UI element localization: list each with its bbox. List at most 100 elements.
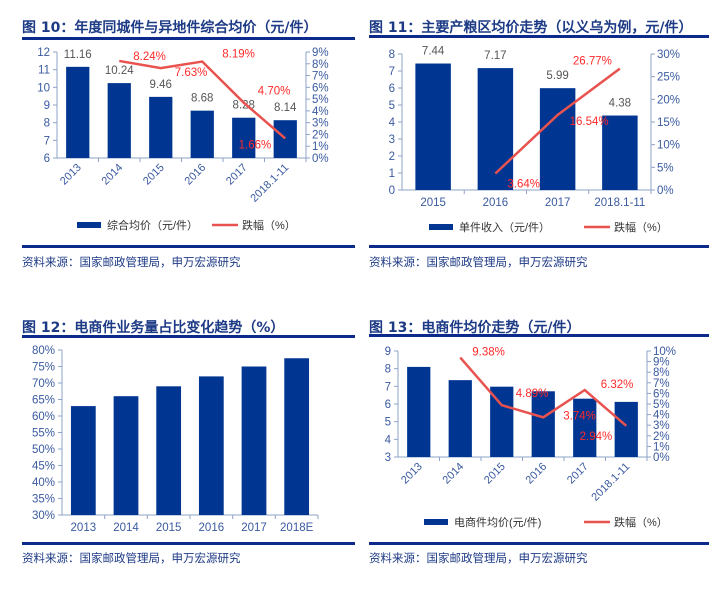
bar (198, 376, 224, 515)
x-tick-label: 2018.1-11 (594, 197, 645, 209)
line-series (459, 356, 628, 427)
line-value-label: 2.94% (580, 431, 613, 443)
y-tick-label: 7 (389, 66, 395, 78)
source-text: 资料来源：国家邮政管理局，申万宏源研究 (369, 551, 588, 565)
y-tick-label: 55% (32, 428, 55, 440)
chart-panel-13: 图 13：电商件均价走势（元/件） 3 4 5 6 7 8 9 0% 1% 2% 3% 4% 5% 6% 7… (369, 300, 709, 580)
bar (149, 96, 173, 158)
source-text: 资料来源：国家邮政管理局，申万宏源研究 (22, 551, 241, 565)
y-tick-label: 4 (385, 434, 392, 446)
y-tick-label: 75% (32, 362, 55, 374)
y-tick-label: 8 (389, 49, 395, 61)
y-tick-label: 50% (32, 444, 55, 456)
y-tick-label: 3 (389, 134, 395, 146)
bar (531, 391, 555, 457)
line-value-label: 3.74% (563, 410, 596, 422)
chart-title: 图 13：电商件均价走势（元/件） (369, 320, 581, 336)
bar-value-label: 7.44 (422, 46, 445, 58)
y-tick-label: 4 (389, 117, 396, 129)
legend-label: 综合均价（元/件） (107, 218, 198, 232)
x-tick-label: 2016 (183, 162, 209, 188)
y2-tick-label: 1% (653, 441, 670, 453)
x-tick-label: 2013 (71, 522, 97, 534)
bar (490, 386, 514, 457)
y2-tick-label: 30% (657, 49, 680, 61)
y2-tick-label: 3% (312, 118, 329, 130)
x-tick-label: 2017 (545, 197, 571, 209)
y-tick-label: 80% (32, 345, 55, 357)
bar (113, 396, 139, 515)
legend-bar-swatch (77, 222, 101, 228)
x-tick-label: 2018.1-11 (248, 162, 291, 205)
x-tick-label: 2014 (441, 461, 467, 487)
bar (573, 398, 597, 457)
title-rule (22, 37, 355, 40)
line-series (494, 67, 621, 175)
legend-label: 跌幅（%） (242, 218, 296, 232)
bar-value-label: 10.24 (105, 65, 134, 77)
y-tick-label: 5 (385, 417, 391, 429)
y2-tick-label: 3% (653, 420, 670, 432)
bar (66, 66, 90, 158)
y2-tick-label: 15% (657, 117, 680, 129)
chart-svg: 6 7 8 9 10 11 12 0%1%2%3%4%5%6%7%8%9% 2013 2014 20… (37, 47, 329, 232)
y-tick-label: 60% (32, 411, 55, 423)
y-tick-label: 8 (44, 118, 50, 130)
y-tick-label: 10 (37, 82, 50, 94)
y2-tick-label: 7% (312, 71, 329, 83)
chart-title: 图 12：电商件业务量占比变化趋势（%） (22, 320, 285, 336)
y2-tick-label: 5% (657, 162, 674, 174)
y2-tick-label: 20% (657, 94, 680, 106)
line-value-label: 7.63% (175, 67, 208, 79)
x-tick-label: 2016 (524, 461, 550, 487)
y2-tick-label: 4% (312, 106, 329, 118)
y2-tick-label: 25% (657, 72, 680, 84)
x-tick-label: 2014 (100, 162, 126, 188)
line-value-label: 1.66% (239, 139, 272, 151)
bar-value-label: 7.17 (484, 50, 506, 62)
x-tick-label: 2016 (483, 197, 509, 209)
legend-bar-swatch (424, 519, 448, 525)
y2-tick-label: 6% (653, 388, 670, 400)
bar-value-label: 8.14 (274, 102, 297, 114)
y-tick-label: 45% (32, 461, 55, 473)
y-tick-label: 70% (32, 378, 55, 390)
x-tick-label: 2013 (58, 162, 84, 188)
y-tick-label: 35% (32, 494, 55, 506)
y-tick-label: 9 (385, 346, 391, 358)
bar (614, 401, 638, 457)
y2-tick-label: 1% (312, 141, 329, 153)
y-tick-label: 5 (389, 100, 395, 112)
chart-svg: 3 4 5 6 7 8 9 0%1%2%3%4%5%6%7%8%9%10% 2013 2014 20… (385, 346, 676, 529)
line-value-label: 9.38% (472, 347, 505, 359)
x-tick-label: 2016 (199, 522, 225, 534)
x-tick-label: 2015 (482, 461, 508, 487)
y-tick-label: 40% (32, 477, 55, 489)
y-tick-label: 7 (385, 381, 391, 393)
y-tick-label: 65% (32, 395, 55, 407)
line-value-label: 8.19% (222, 49, 255, 61)
source-rule (22, 542, 355, 545)
line-value-label: 3.64% (507, 178, 540, 190)
y-tick-label: 11 (38, 65, 50, 77)
y2-tick-label: 8% (653, 367, 670, 379)
bar (407, 366, 431, 457)
bar (107, 83, 131, 158)
bar (602, 115, 638, 190)
x-tick-label: 2017 (241, 522, 267, 534)
line-value-label: 6.32% (601, 379, 634, 391)
chart-panel-12: 图 12：电商件业务量占比变化趋势（%） 30% 35% 40% 45% 50% 55% 6… (22, 300, 355, 580)
bar-value-label: 8.68 (191, 93, 213, 105)
line-value-label: 4.89% (516, 388, 549, 400)
x-tick-label: 2015 (156, 522, 182, 534)
bar (284, 358, 310, 515)
title-rule (22, 335, 355, 338)
bar (70, 406, 96, 515)
y2-tick-label: 10% (653, 346, 676, 358)
x-tick-label: 2014 (113, 522, 139, 534)
bar (190, 110, 214, 158)
y-tick-label: 6 (385, 399, 391, 411)
line-value-label: 8.24% (133, 51, 166, 63)
y2-tick-label: 5% (653, 399, 670, 411)
x-tick-label: 2013 (399, 461, 425, 487)
